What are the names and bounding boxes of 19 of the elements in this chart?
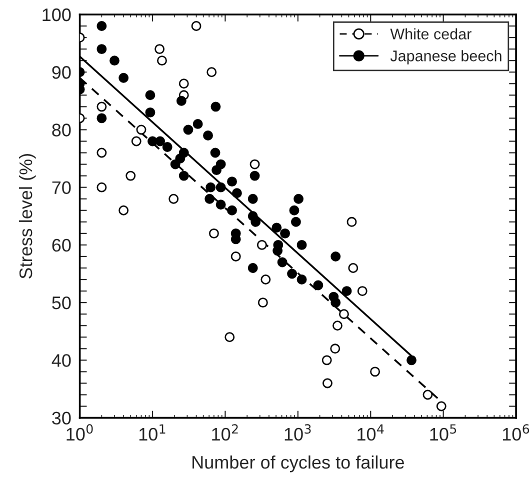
x-axis-title: Number of cycles to failure [192,455,404,472]
x-tick-label: 10$^{5}$ [430,424,456,441]
x-tick-label: 10$^{2}$ [212,424,238,441]
y-tick-label: 100 [42,8,71,22]
x-tick-label: 10$^{4}$ [358,424,384,441]
y-tick-label: 40 [52,354,71,367]
legend-label: White cedar [390,28,472,40]
legend-label: Japanese beech [390,50,502,64]
x-tick-label: 10$^{1}$ [139,424,166,441]
x-tick-label: 10$^{0}$ [66,424,93,441]
x-tick-label: 10$^{3}$ [284,424,311,441]
y-tick-label: 50 [52,296,71,310]
y-tick-label: 90 [52,66,71,79]
y-tick-label: 70 [52,181,71,194]
y-axis-title: Stress level (%) [18,154,36,279]
y-tick-label: 80 [52,124,71,136]
y-tick-label: 60 [52,238,71,252]
y-tick-label: 30 [52,412,71,425]
x-tick-label: 10$^{6}$ [502,424,530,441]
